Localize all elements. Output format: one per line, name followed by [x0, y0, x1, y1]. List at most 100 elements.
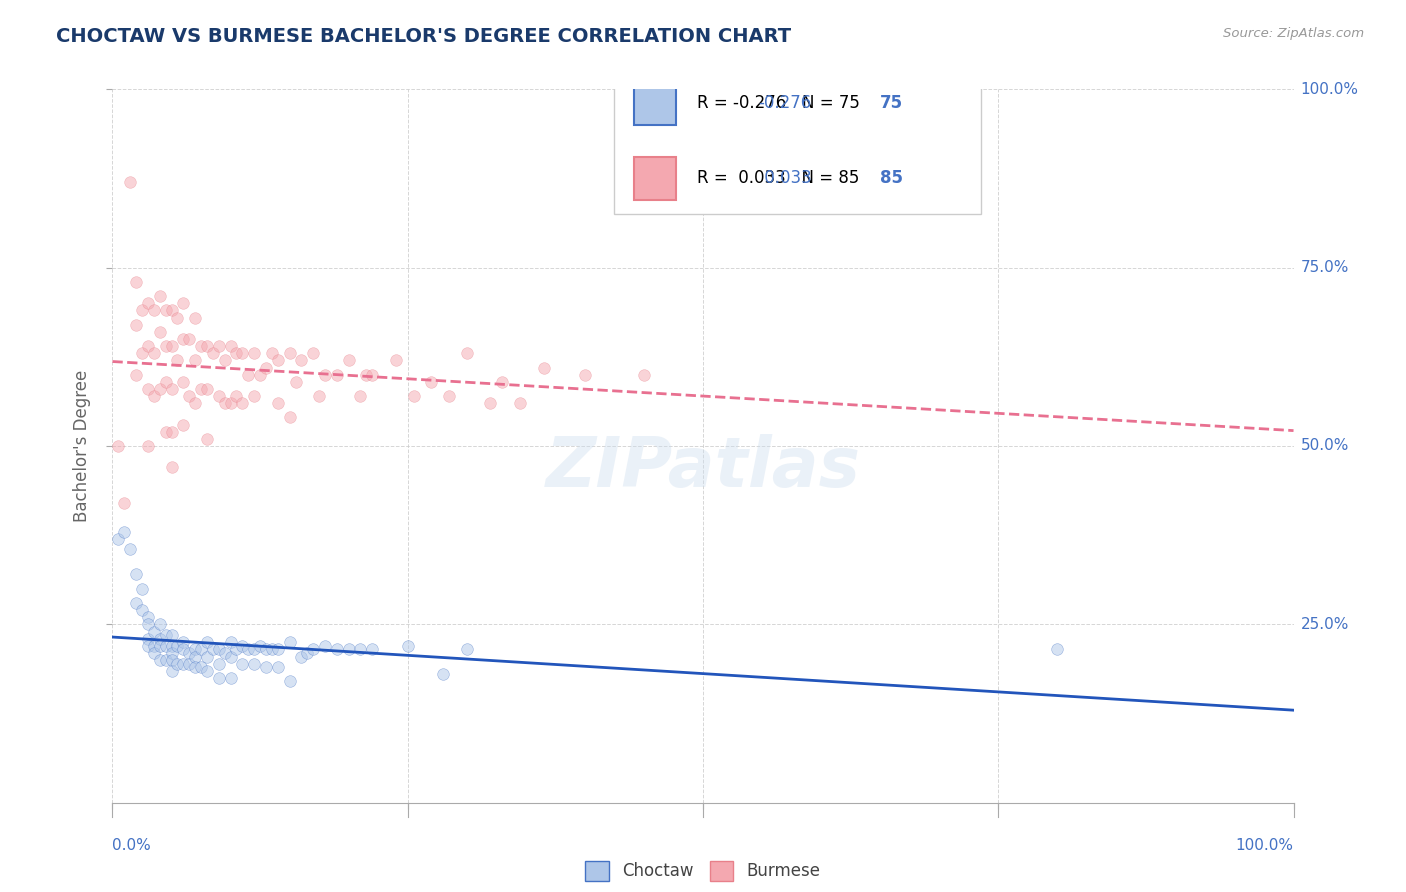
- Point: [125, 368, 148, 382]
- Point: [267, 642, 290, 657]
- Point: [238, 368, 260, 382]
- Point: [190, 339, 212, 353]
- Point: [131, 582, 153, 596]
- Point: [219, 396, 242, 410]
- Point: [120, 175, 142, 189]
- Point: [172, 375, 194, 389]
- Point: [149, 653, 172, 667]
- Point: [155, 653, 177, 667]
- Point: [214, 353, 236, 368]
- Point: [267, 396, 290, 410]
- Point: [219, 339, 242, 353]
- Text: 0.033: 0.033: [758, 169, 811, 187]
- Point: [131, 346, 153, 360]
- Point: [385, 353, 408, 368]
- Point: [195, 649, 218, 664]
- Point: [349, 642, 371, 657]
- Point: [160, 339, 183, 353]
- Point: [195, 432, 218, 446]
- Point: [219, 649, 242, 664]
- Point: [160, 664, 183, 678]
- Point: [432, 667, 454, 681]
- Point: [184, 649, 207, 664]
- Point: [149, 617, 172, 632]
- Text: -0.276: -0.276: [758, 95, 811, 112]
- Point: [136, 632, 159, 646]
- Point: [479, 396, 502, 410]
- Point: [533, 360, 555, 375]
- Text: CHOCTAW VS BURMESE BACHELOR'S DEGREE CORRELATION CHART: CHOCTAW VS BURMESE BACHELOR'S DEGREE COR…: [56, 27, 792, 45]
- Point: [179, 332, 201, 346]
- Point: [302, 642, 325, 657]
- Point: [136, 296, 159, 310]
- Point: [136, 382, 159, 396]
- Point: [437, 389, 460, 403]
- Point: [160, 653, 183, 667]
- Point: [260, 346, 283, 360]
- Point: [172, 642, 194, 657]
- Point: [155, 639, 177, 653]
- Point: [155, 628, 177, 642]
- Point: [254, 360, 277, 375]
- Point: [125, 275, 148, 289]
- Text: 75: 75: [880, 95, 903, 112]
- Point: [160, 646, 183, 660]
- Point: [125, 318, 148, 332]
- Point: [208, 657, 231, 671]
- Point: [195, 635, 218, 649]
- Point: [225, 346, 247, 360]
- Point: [166, 639, 188, 653]
- Point: [190, 642, 212, 657]
- Point: [214, 646, 236, 660]
- Point: [214, 396, 236, 410]
- Point: [142, 646, 165, 660]
- Point: [337, 353, 360, 368]
- Point: [125, 567, 148, 582]
- FancyBboxPatch shape: [634, 82, 676, 125]
- Point: [172, 635, 194, 649]
- Point: [254, 660, 277, 674]
- Point: [142, 639, 165, 653]
- Point: [160, 460, 183, 475]
- Point: [278, 346, 301, 360]
- Point: [179, 389, 201, 403]
- Point: [160, 382, 183, 396]
- Point: [179, 646, 201, 660]
- Point: [149, 639, 172, 653]
- Point: [107, 439, 129, 453]
- Point: [1046, 642, 1069, 657]
- Point: [160, 425, 183, 439]
- Point: [278, 674, 301, 689]
- Point: [201, 642, 224, 657]
- Point: [231, 396, 253, 410]
- Point: [337, 642, 360, 657]
- Point: [633, 368, 655, 382]
- Text: 75.0%: 75.0%: [1301, 260, 1348, 275]
- Point: [166, 353, 188, 368]
- Point: [314, 368, 336, 382]
- Point: [249, 639, 271, 653]
- Point: [184, 660, 207, 674]
- Point: [278, 635, 301, 649]
- Point: [491, 375, 513, 389]
- Point: [155, 339, 177, 353]
- Point: [290, 649, 312, 664]
- Point: [160, 628, 183, 642]
- Point: [231, 346, 253, 360]
- Point: [136, 639, 159, 653]
- Point: [356, 368, 378, 382]
- Point: [149, 325, 172, 339]
- Point: [184, 642, 207, 657]
- Point: [225, 642, 247, 657]
- Point: [136, 617, 159, 632]
- Point: [166, 657, 188, 671]
- Text: 100.0%: 100.0%: [1301, 82, 1358, 96]
- Point: [278, 410, 301, 425]
- Point: [184, 396, 207, 410]
- Point: [190, 382, 212, 396]
- Point: [131, 603, 153, 617]
- Point: [238, 642, 260, 657]
- Point: [136, 439, 159, 453]
- Text: 0.0%: 0.0%: [112, 838, 152, 854]
- Point: [267, 660, 290, 674]
